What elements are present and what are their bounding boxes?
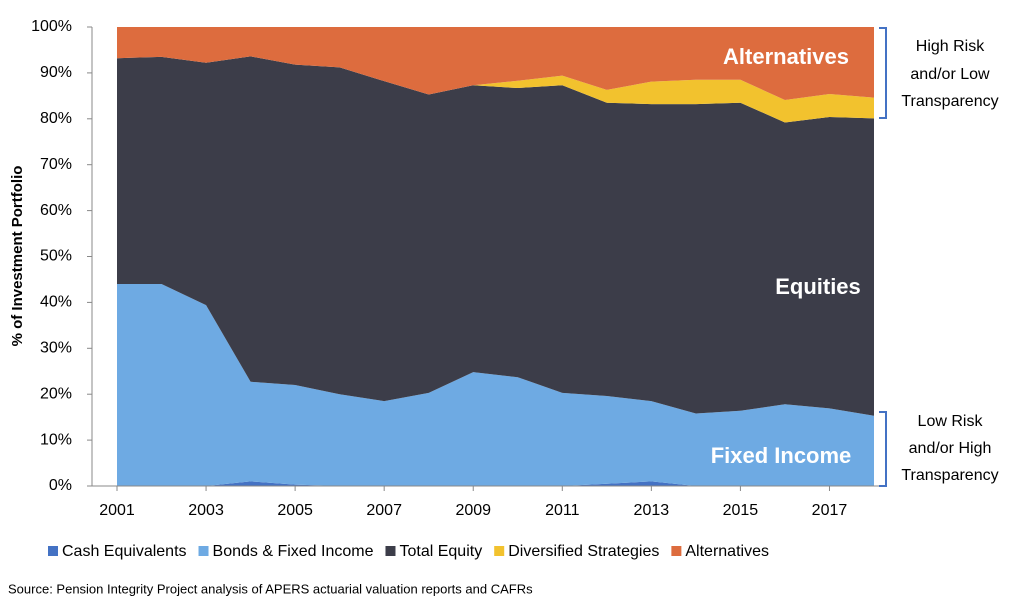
annotation: Alternatives bbox=[723, 44, 849, 69]
y-tick-label: 60% bbox=[40, 202, 72, 219]
legend-label: Cash Equivalents bbox=[62, 543, 187, 560]
area bbox=[117, 56, 874, 123]
y-tick-label: 50% bbox=[40, 248, 72, 265]
y-tick-label: 30% bbox=[40, 340, 72, 357]
x-tick-label: 2011 bbox=[545, 502, 580, 519]
legend-swatch bbox=[671, 546, 682, 556]
x-tick-label: 2013 bbox=[634, 502, 670, 519]
annotation: Equities bbox=[775, 274, 861, 299]
legend-swatch bbox=[385, 546, 396, 556]
bracket-label: Transparency bbox=[901, 93, 998, 110]
y-tick-label: 100% bbox=[31, 18, 72, 35]
bracket-label: High Risk bbox=[916, 38, 985, 55]
x-tick-label: 2001 bbox=[99, 502, 135, 519]
area bbox=[117, 27, 874, 100]
bracket-label: and/or Low bbox=[910, 66, 990, 83]
bracket-label: Low Risk bbox=[918, 413, 984, 430]
x-tick-label: 2009 bbox=[455, 502, 491, 519]
y-axis-label: % of Investment Portfolio bbox=[9, 166, 26, 347]
y-tick-label: 0% bbox=[49, 477, 72, 494]
x-tick-label: 2015 bbox=[723, 502, 759, 519]
area bbox=[117, 284, 874, 486]
legend-swatch bbox=[494, 546, 505, 556]
x-tick-label: 2003 bbox=[188, 502, 224, 519]
y-tick-label: 40% bbox=[40, 294, 72, 311]
legend-swatch bbox=[48, 546, 58, 556]
y-tick-label: 20% bbox=[40, 385, 72, 402]
y-tick-label: 10% bbox=[40, 431, 72, 448]
bracket-label: Transparency bbox=[901, 467, 998, 484]
legend-label: Bonds & Fixed Income bbox=[213, 543, 374, 560]
legend-label: Diversified Strategies bbox=[508, 543, 659, 560]
x-tick-label: 2017 bbox=[812, 502, 848, 519]
y-tick-label: 70% bbox=[40, 156, 72, 173]
legend-label: Total Equity bbox=[399, 543, 482, 560]
x-tick-label: 2007 bbox=[366, 502, 402, 519]
y-tick-label: 90% bbox=[40, 64, 72, 81]
bracket bbox=[879, 27, 887, 119]
bracket-label: and/or High bbox=[909, 440, 992, 457]
area bbox=[117, 56, 874, 416]
bracket bbox=[879, 411, 887, 487]
legend-label: Alternatives bbox=[685, 543, 769, 560]
source: Source: Pension Integrity Project analys… bbox=[8, 581, 533, 596]
legend-swatch bbox=[198, 546, 209, 556]
area bbox=[117, 481, 874, 486]
x-tick-label: 2005 bbox=[277, 502, 313, 519]
y-tick-label: 80% bbox=[40, 110, 72, 127]
annotation: Fixed Income bbox=[711, 443, 852, 468]
